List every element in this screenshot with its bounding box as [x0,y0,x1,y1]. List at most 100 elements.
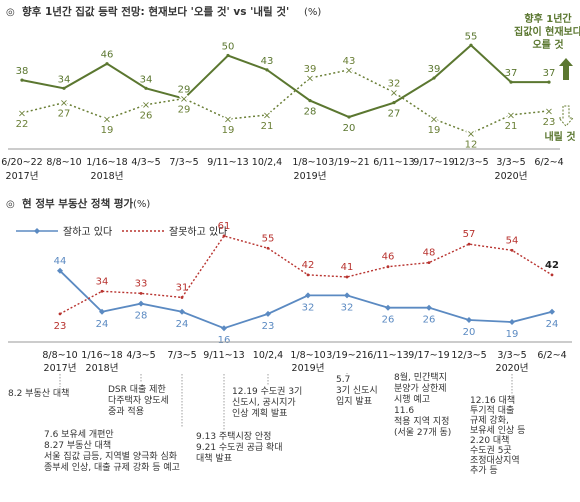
rise-point [469,43,473,47]
annotation-text: 5.7 [336,375,350,385]
rise-point [347,115,351,119]
chart2-x-tick: 1/16~18 [81,350,122,361]
fall-value-label: 32 [388,78,401,89]
legend-rise-line1: 향후 1년간 [524,12,572,25]
chart1-year-label: 2019년 [294,171,327,182]
chart2-x-tick: 8/8~10 [42,350,77,361]
annotation-text: 입지 발표 [336,395,372,407]
bad-point [427,261,431,264]
annotation-text: 9.13 주택시장 안정 [196,431,271,442]
rise-point [265,68,269,72]
bad-value-label: 31 [176,282,189,293]
bad-point [222,234,226,238]
annotation-text: 8.2 부동산 대책 [8,387,69,399]
legend-fall: 내릴 것 [544,130,575,143]
fall-series-line [21,69,550,135]
good-value-label: 23 [262,321,275,332]
chart1-x-tick: 1/8~10 [292,157,327,168]
annotation-text: 2.20 대책 [470,434,509,446]
bad-point [266,246,270,250]
bad-value-label: 23 [54,321,67,332]
up-arrow-icon [559,58,573,80]
chart2-x-tick: 9/17~19 [408,350,449,361]
rise-value-label: 34 [140,74,153,85]
rise-point [226,53,230,58]
annotation-text: 9.21 수도권 공급 확대 [196,441,283,453]
legend-bad-label: 잘못하고 있다 [169,225,227,238]
fall-value-label: 21 [505,121,518,132]
good-point [344,292,350,299]
fall-point: × [18,108,26,119]
bad-value-label: 33 [135,278,148,289]
fall-point: × [263,110,271,121]
chart1-x-tick: 4/3~5 [131,157,160,168]
good-point [305,292,311,299]
bad-point [550,273,554,277]
chart1-x-tick: 10/2,4 [252,157,282,168]
down-arrow-icon [557,105,575,127]
good-value-label: 16 [218,335,231,346]
chart2-plot: 44 24 28 24 16 23 32 32 26 26 20 19 24 23 34 33 31 61 55 42… [8,221,572,374]
annotation-text: 중과 적용 [108,405,144,417]
chart2-x-tick: 3/3~5 [497,350,526,361]
chart2-x-tick: 7/3~5 [167,350,196,361]
fall-point: × [507,110,515,121]
chart2-legend: 잘하고 있다 잘못하고 있다 [16,225,227,238]
fall-value-label: 21 [261,121,274,132]
good-point [509,319,515,326]
good-point [99,308,105,315]
fall-point: × [306,74,314,85]
chart1-year-label: 2018년 [91,171,124,182]
bad-value-label: 41 [341,262,354,273]
annotation-text: 신도시, 공시지가 [232,397,296,408]
annotation-text: 보유세 인상 등 [470,425,525,436]
good-point [57,267,63,274]
annotation-text: 다주택자 양도세 [108,395,169,406]
fall-value-label: 23 [543,117,556,128]
chart2-x-tick: 9/11~13 [203,350,244,361]
fall-value-label: 19 [428,125,441,136]
annotation-text: 종부세 인상, 대출 규제 강화 등 예고 [44,462,180,473]
bad-value-label: 46 [382,252,395,263]
annotation-text: 추가 등 [470,465,498,476]
fall-point: × [224,115,232,126]
fall-value-label: 39 [304,64,317,75]
chart1-x-tick: 6/20~22 [1,157,42,168]
rise-point [105,62,109,66]
chart1-x-tick: 6/11~13 [373,157,414,168]
chart1-x-tick: 1/16~18 [86,157,127,168]
rise-value-label: 46 [101,50,114,61]
good-value-label: 32 [341,302,354,313]
fall-point: × [103,115,111,126]
annotation-text: 시행 예고 [394,393,430,405]
annotation-text: 서울 집값 급등, 지역별 양극화 심화 [44,450,177,462]
chart1-year-label: 2017년 [6,171,39,182]
bad-point [139,291,143,295]
fall-point: × [390,88,398,99]
legend-good-marker [34,228,40,234]
annotation-text: 12.16 대책 [470,394,515,406]
bad-point [100,289,104,293]
rise-value-label: 55 [465,31,478,42]
fall-value-label: 12 [465,139,478,150]
chart2-year-label: 2019년 [292,363,325,374]
rise-point [20,78,24,82]
bad-value-label: 42 [545,260,559,271]
rise-value-label: 39 [428,64,441,75]
fall-value-label: 19 [222,125,235,136]
fall-point: × [60,98,68,109]
chart1-x-tick: 9/17~19 [413,157,454,168]
chart2-year-label: 2017년 [44,363,77,374]
good-value-label: 26 [423,315,436,326]
chart2-unit: (%) [133,199,150,210]
fall-point: × [345,65,353,76]
rise-value-label: 34 [58,74,71,85]
fall-value-label: 26 [140,111,153,122]
rise-value-label: 28 [304,107,317,118]
good-point [385,304,391,311]
rise-point [308,99,312,103]
chart2-x-tick: 1/8~10 [290,350,325,361]
bad-point [180,296,184,299]
